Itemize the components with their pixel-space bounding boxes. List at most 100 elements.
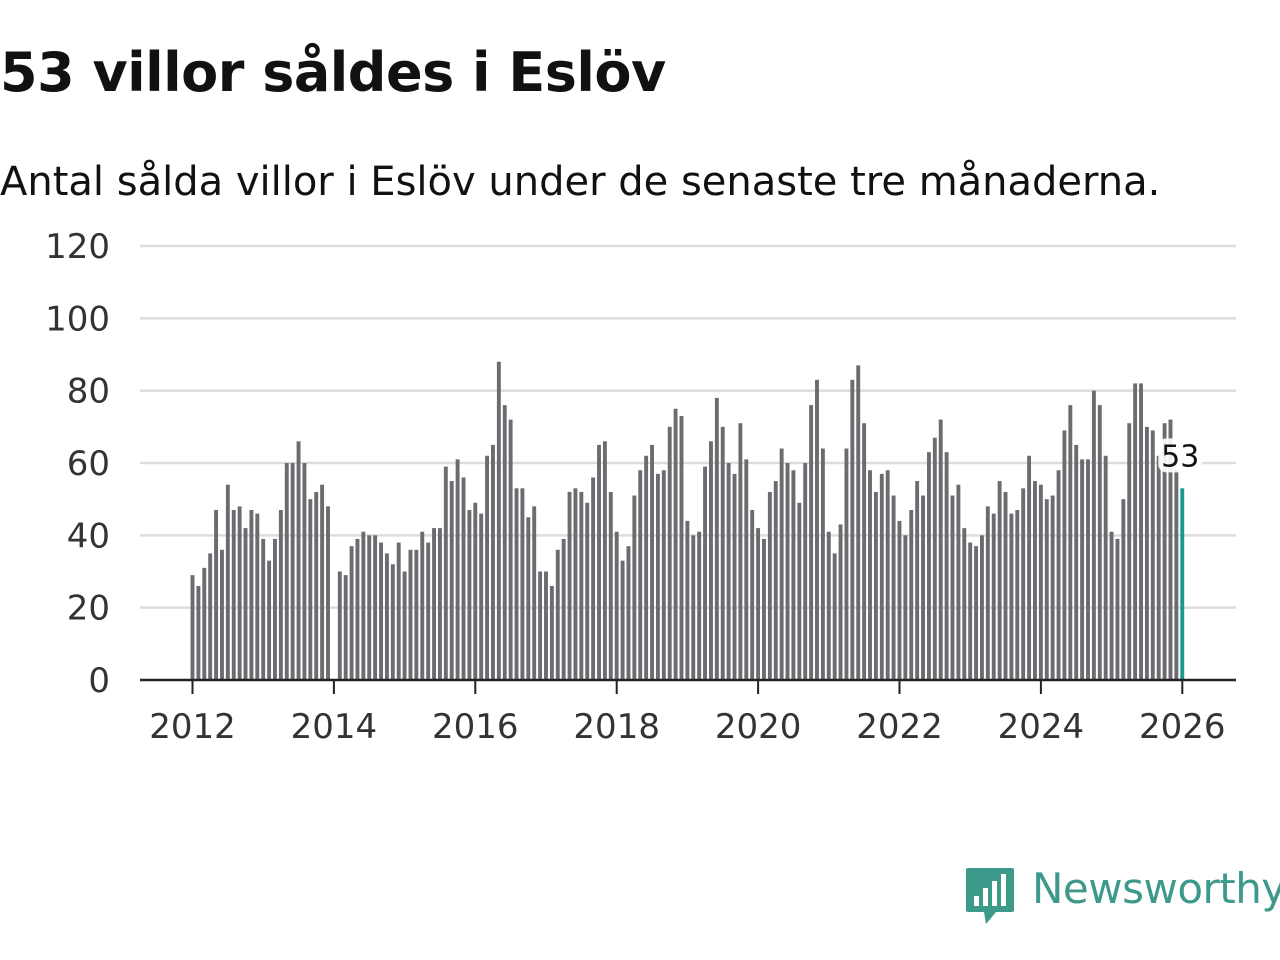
bar [467, 510, 472, 680]
bar [779, 448, 784, 680]
bar [290, 463, 295, 680]
bar [591, 477, 596, 680]
y-tick-label: 40 [67, 516, 110, 556]
bar [390, 564, 395, 680]
bar [632, 495, 637, 680]
bar [231, 510, 236, 680]
bar [791, 470, 796, 680]
x-tick-label: 2020 [715, 707, 802, 747]
bar [555, 549, 560, 680]
bar [1133, 383, 1138, 680]
bar [367, 535, 372, 680]
highlight-bar [1180, 488, 1185, 680]
bar [284, 463, 289, 680]
bar [650, 444, 654, 680]
bar [1091, 390, 1096, 680]
bar [455, 459, 460, 680]
bar [443, 466, 448, 680]
y-tick-label: 80 [67, 372, 110, 412]
bar [243, 528, 248, 680]
bar [426, 542, 431, 680]
bar [950, 495, 955, 680]
bar [826, 531, 831, 680]
bar [196, 585, 201, 680]
bar [573, 488, 578, 680]
bar [809, 405, 814, 680]
bar [532, 506, 537, 680]
bar [473, 502, 478, 680]
bar [1115, 538, 1120, 680]
bar [597, 444, 601, 680]
bar [384, 553, 389, 680]
bar [756, 528, 761, 680]
bar [1139, 383, 1143, 680]
bar [1021, 488, 1026, 680]
bar [844, 448, 849, 680]
y-tick-label: 60 [67, 444, 110, 484]
bar [744, 459, 749, 680]
bar [750, 510, 755, 680]
bar [402, 571, 407, 680]
bar [1121, 499, 1126, 680]
bar [944, 452, 949, 680]
bar [879, 473, 884, 680]
bar [326, 506, 330, 680]
bar [432, 528, 436, 680]
bar [720, 426, 725, 680]
annotation-layer: 53 [1158, 438, 1203, 474]
bar [267, 560, 272, 680]
bar [873, 491, 878, 680]
bar [1086, 459, 1090, 680]
bar [1044, 499, 1049, 680]
bar [1144, 426, 1149, 680]
bar [520, 488, 525, 680]
bar [414, 549, 419, 680]
bar [938, 419, 943, 680]
bar [856, 365, 861, 680]
chart-subtitle: Antal sålda villor i Eslöv under de sena… [0, 159, 1161, 205]
bar [608, 491, 613, 680]
bar [1080, 459, 1085, 680]
data-label-bg [1158, 438, 1203, 473]
bar [337, 571, 342, 680]
x-tick-label: 2024 [998, 707, 1085, 747]
bar [709, 441, 713, 680]
bar [496, 361, 501, 680]
bar [1109, 531, 1114, 680]
bar [1162, 423, 1167, 680]
bar [1068, 405, 1073, 680]
y-axis-ticks: 0 20 40 60 80 100 120 [45, 227, 110, 701]
bar [461, 477, 466, 680]
bar [1062, 430, 1067, 680]
bar [797, 502, 802, 680]
bar [738, 423, 743, 680]
bar [249, 510, 254, 680]
bar [225, 484, 230, 680]
bar [1015, 510, 1020, 680]
bar [915, 481, 920, 680]
bar [838, 524, 843, 680]
bar [514, 488, 519, 680]
bar [614, 531, 619, 680]
bar [732, 473, 737, 680]
bar [638, 470, 643, 680]
bar [1033, 481, 1037, 680]
bar [437, 528, 442, 680]
bar [903, 535, 908, 680]
bar [408, 549, 413, 680]
bar [602, 441, 607, 680]
bar [626, 546, 631, 680]
bar [255, 513, 260, 680]
bar [479, 513, 484, 680]
bar [815, 379, 819, 680]
bar [714, 397, 719, 680]
bar [485, 455, 490, 680]
bar [1150, 430, 1155, 680]
bar [1050, 495, 1055, 680]
bar [1174, 470, 1179, 680]
bar [1103, 455, 1108, 680]
bar [1056, 470, 1061, 680]
y-tick-label: 20 [67, 589, 110, 629]
x-tick-label: 2014 [291, 707, 378, 747]
bar [214, 510, 219, 680]
